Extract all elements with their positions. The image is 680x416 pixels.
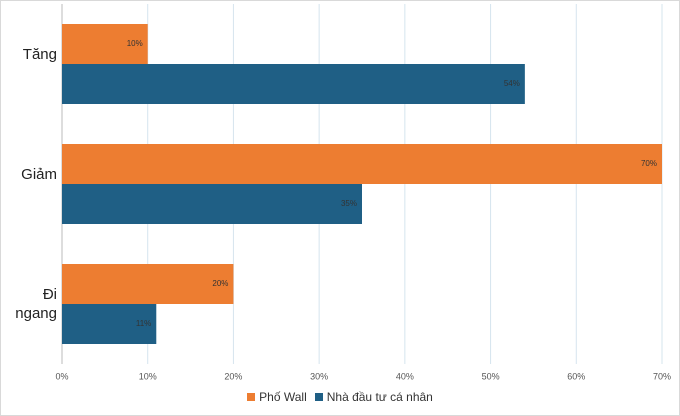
bar [62, 144, 662, 184]
x-tick-label: 20% [224, 371, 242, 381]
value-label: 70% [641, 159, 657, 168]
value-label: 35% [341, 199, 357, 208]
bar [62, 64, 525, 104]
bar [62, 304, 157, 344]
value-label: 10% [127, 39, 143, 48]
bar [62, 264, 234, 304]
x-tick-label: 50% [482, 371, 500, 381]
bar [62, 184, 362, 224]
x-tick-label: 30% [310, 371, 328, 381]
y-tick-label: Tăng [22, 46, 57, 63]
legend-label: Phố Wall [259, 390, 307, 404]
legend-item: Phố Wall [247, 390, 307, 404]
y-tick-label: Giảm [21, 166, 57, 183]
x-tick-label: 60% [567, 371, 585, 381]
legend-label: Nhà đầu tư cá nhân [326, 390, 433, 404]
y-tick-label: Đi ngang [15, 286, 57, 322]
legend: Phố Wall Nhà đầu tư cá nhân [1, 390, 679, 404]
legend-swatch [247, 393, 256, 401]
x-tick-label: 0% [55, 371, 68, 381]
x-tick-label: 40% [396, 371, 414, 381]
x-tick-label: 10% [139, 371, 157, 381]
value-label: 20% [212, 279, 228, 288]
value-label: 11% [136, 319, 151, 328]
value-label: 54% [504, 79, 520, 88]
legend-swatch [314, 393, 323, 401]
x-tick-label: 70% [653, 371, 671, 381]
bar [62, 24, 148, 64]
legend-item: Nhà đầu tư cá nhân [314, 390, 433, 404]
